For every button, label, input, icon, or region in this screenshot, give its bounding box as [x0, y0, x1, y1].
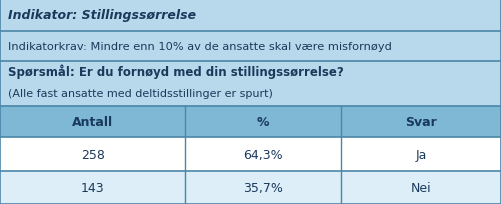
- Bar: [0, 32, 501, 61]
- Text: Indikator: Stillingssørrelse: Indikator: Stillingssørrelse: [8, 9, 195, 22]
- Text: Nei: Nei: [410, 181, 431, 194]
- Text: Antall: Antall: [72, 115, 113, 128]
- Text: 258: 258: [81, 148, 105, 161]
- Text: (Alle fast ansatte med deltidsstillinger er spurt): (Alle fast ansatte med deltidsstillinger…: [8, 89, 273, 98]
- Text: 143: 143: [81, 181, 105, 194]
- Bar: [0, 171, 501, 204]
- Text: %: %: [257, 115, 269, 128]
- Text: Spørsmål: Er du fornøyd med din stillingssørrelse?: Spørsmål: Er du fornøyd med din stilling…: [8, 64, 343, 79]
- Text: Svar: Svar: [405, 115, 437, 128]
- Text: Indikatorkrav: Mindre enn 10% av de ansatte skal være misfornøyd: Indikatorkrav: Mindre enn 10% av de ansa…: [8, 41, 391, 51]
- Text: Ja: Ja: [415, 148, 426, 161]
- Bar: [0, 106, 501, 138]
- Bar: [0, 138, 501, 171]
- Text: 35,7%: 35,7%: [243, 181, 283, 194]
- Text: 64,3%: 64,3%: [243, 148, 283, 161]
- Bar: [0, 0, 501, 32]
- Bar: [0, 61, 501, 106]
